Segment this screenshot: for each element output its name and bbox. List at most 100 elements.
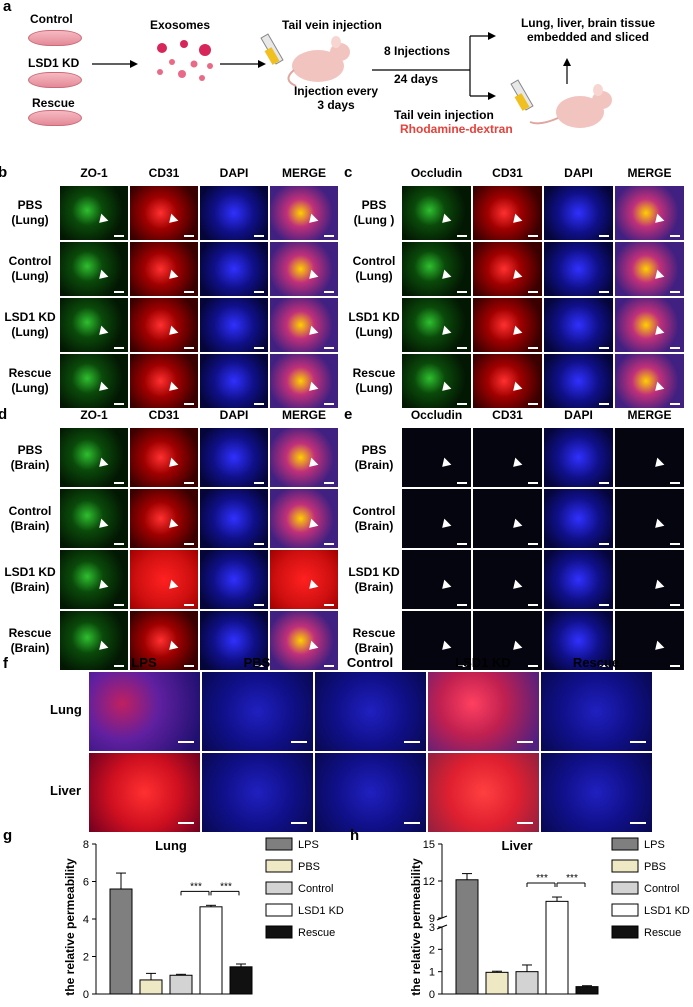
arrow-icon xyxy=(651,325,665,339)
scale-bar xyxy=(324,482,334,484)
arrow-icon xyxy=(651,269,665,283)
micrograph-image xyxy=(130,550,198,609)
column-header: MERGE xyxy=(281,408,326,422)
scale-bar xyxy=(670,482,680,484)
y-tick-label: 15 xyxy=(423,839,435,851)
arrow-icon xyxy=(438,458,452,471)
bar xyxy=(169,974,193,995)
scale-bar xyxy=(528,403,538,405)
arrow-icon xyxy=(96,269,109,283)
micrograph-image xyxy=(60,186,128,240)
legend-swatch xyxy=(265,837,293,851)
arrow-icon xyxy=(438,269,452,283)
micrograph-image xyxy=(60,298,128,352)
legend-label: LSD1 KD xyxy=(298,905,344,917)
syringe-icon xyxy=(510,79,534,111)
row-header: Rescue (Lung) xyxy=(8,366,52,395)
arrow-icon xyxy=(651,458,665,471)
legend-label: PBS xyxy=(298,861,320,873)
column-header: DAPI xyxy=(219,166,249,180)
row-header: LSD1 KD (Lung) xyxy=(348,310,400,339)
scale-bar xyxy=(324,665,334,667)
row-header: LSD1 KD (Brain) xyxy=(4,564,56,594)
arrow-icon xyxy=(438,641,452,654)
days-label: 24 days xyxy=(394,72,439,86)
micrograph-image xyxy=(202,672,313,751)
legend-swatch xyxy=(611,837,639,851)
arrow-icon xyxy=(438,325,452,339)
arrow-icon xyxy=(96,580,109,593)
panel-e-label: e xyxy=(344,406,353,423)
legend-swatch xyxy=(265,903,293,917)
legend-label: Control xyxy=(644,883,679,895)
column-header: LPS xyxy=(131,655,157,670)
y-tick-label: 3 xyxy=(429,922,435,934)
bar xyxy=(575,986,599,995)
column-header: ZO-1 xyxy=(80,166,108,180)
scale-bar xyxy=(184,291,194,293)
column-header: MERGE xyxy=(281,166,326,180)
scale-bar xyxy=(528,604,538,606)
arrow-icon xyxy=(166,519,179,532)
scale-bar xyxy=(670,604,680,606)
bar xyxy=(515,971,539,995)
scale-bar xyxy=(599,604,609,606)
chart-title: Liver xyxy=(501,838,532,853)
micrograph-image xyxy=(270,489,338,548)
scale-bar xyxy=(324,403,334,405)
micrograph-image xyxy=(130,428,198,487)
scale-bar xyxy=(457,604,467,606)
scale-bar xyxy=(517,741,533,743)
chart-g: Lung the relative permeability 0 2 4 6 8 LPS PBS… xyxy=(63,837,344,1001)
column-header: ZO-1 xyxy=(80,408,108,422)
column-header: LSD1 KD xyxy=(455,655,511,670)
row-header: Control (Lung) xyxy=(352,254,396,283)
micrograph-image xyxy=(270,186,338,240)
arrow-icon xyxy=(96,381,109,395)
legend-label: LSD1 KD xyxy=(644,905,690,917)
legend-label: Rescue xyxy=(298,927,335,939)
scale-bar xyxy=(114,235,124,237)
scale-bar xyxy=(599,291,609,293)
micrograph-image xyxy=(200,611,268,670)
micrograph-image xyxy=(200,550,268,609)
arrow-icon xyxy=(166,213,179,227)
arrow-icon xyxy=(166,325,179,339)
scale-bar xyxy=(254,347,264,349)
arrow-icon xyxy=(509,381,523,395)
column-header: CD31 xyxy=(492,166,523,180)
arrow-icon xyxy=(96,641,109,654)
row-header: PBS (Brain) xyxy=(10,442,50,472)
arrow-icon xyxy=(509,641,523,654)
culture-dish-icon xyxy=(28,30,82,46)
column-header: CD31 xyxy=(148,408,180,422)
row-header: Control (Brain) xyxy=(352,503,396,533)
micrograph-image xyxy=(402,242,471,296)
scale-bar xyxy=(457,235,467,237)
scale-bar xyxy=(178,822,194,824)
legend-swatch xyxy=(265,859,293,873)
scale-bar xyxy=(528,482,538,484)
scale-bar xyxy=(178,741,194,743)
arrow-icon xyxy=(509,458,523,471)
scale-bar xyxy=(291,741,307,743)
micrograph-image xyxy=(544,242,613,296)
scale-bar xyxy=(324,235,334,237)
mouse-icon xyxy=(529,84,612,128)
scale-bar xyxy=(670,291,680,293)
tail-vein-label-2: Tail vein injection xyxy=(394,108,494,122)
micrograph-image xyxy=(130,186,198,240)
micrograph-image xyxy=(615,550,684,609)
bar xyxy=(229,966,253,995)
arrow-icon xyxy=(166,381,179,395)
micrograph-image xyxy=(270,611,338,670)
dish-label-lsd1kd: LSD1 KD xyxy=(28,56,80,70)
row-header: Control (Brain) xyxy=(8,503,52,533)
legend-label: Rescue xyxy=(644,927,681,939)
axis-break-mark xyxy=(436,915,448,921)
y-tick-label: 0 xyxy=(83,989,89,1001)
row-header: PBS (Lung) xyxy=(11,198,49,227)
y-axis-label: the relative permeability xyxy=(409,858,423,996)
scale-bar xyxy=(517,822,533,824)
